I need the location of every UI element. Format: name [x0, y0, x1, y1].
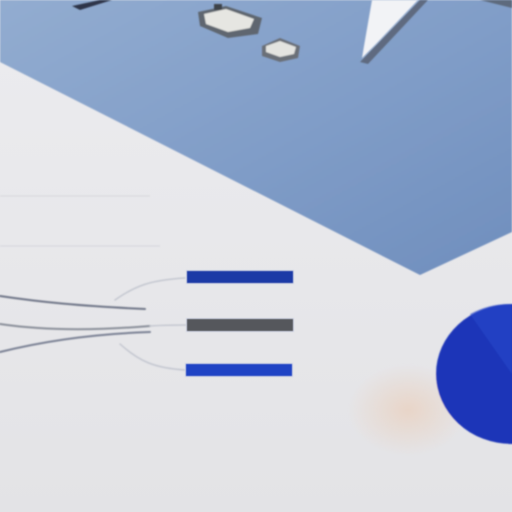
pie-chart-icon	[348, 303, 512, 456]
tiny-building-photo-icon	[72, 0, 300, 62]
legend-tag-2	[186, 318, 294, 332]
airplane-tail-icon	[360, 0, 512, 64]
faint-rule-lines	[0, 195, 160, 247]
legend-tag-3	[185, 363, 293, 377]
legend-tag-1	[186, 270, 294, 284]
pie-slice-edge	[470, 303, 512, 374]
series-line-3-lead	[119, 343, 186, 371]
line-chart	[0, 277, 187, 371]
sky-photo-panel	[0, 0, 512, 275]
series-line-2	[0, 323, 151, 331]
series-line-1	[0, 295, 146, 310]
series-line-3	[0, 331, 151, 353]
series-line-2-lead	[149, 324, 187, 327]
series-line-1-lead	[114, 277, 186, 301]
